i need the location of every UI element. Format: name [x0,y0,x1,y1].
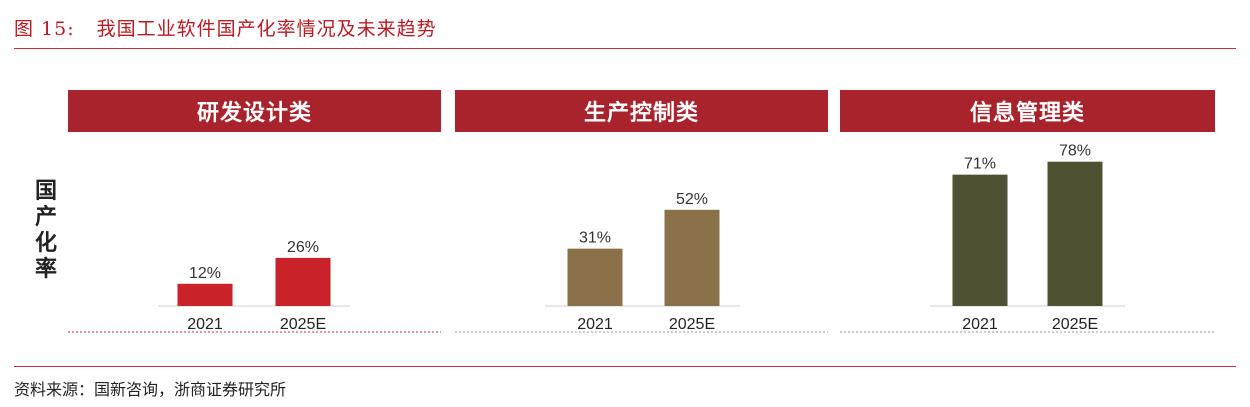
y-axis-label-char: 产 [34,204,57,229]
x-tick-label: 2021 [187,316,223,333]
y-axis-label: 国 产 化 率 [30,178,62,282]
bar-value-label: 71% [964,156,996,173]
bar-value-label: 78% [1059,143,1091,160]
panel-header-control: 生产控制类 [455,90,828,132]
panel-header-info: 信息管理类 [840,90,1215,132]
x-tick-label: 2025E [669,316,715,333]
y-axis-label-char: 率 [34,256,57,281]
bar-value-label: 52% [676,191,708,208]
x-tick-label: 2021 [577,316,613,333]
x-tick-label: 2021 [962,316,998,333]
bar [177,283,233,306]
x-tick-label: 2025E [280,316,326,333]
bar-value-label: 26% [287,239,319,256]
bottom-divider [14,366,1236,367]
figure-title: 图 15: 我国工业软件国产化率情况及未来趋势 [14,14,437,41]
bar [275,257,331,306]
bar [1047,161,1103,306]
y-axis-label-char: 国 [34,178,57,203]
bar-value-label: 31% [579,230,611,247]
x-tick-label: 2025E [1052,316,1098,333]
source-note: 资料来源：国新咨询，浙商证券研究所 [14,380,287,399]
figure-title-text: 我国工业软件国产化率情况及未来趋势 [96,18,437,40]
figure-number: 图 15: [14,18,75,40]
panel-header-design: 研发设计类 [68,90,441,132]
bar [567,248,623,306]
top-divider [14,48,1236,49]
bar [952,174,1008,306]
bar [664,209,720,306]
y-axis-label-char: 化 [34,230,57,255]
bar-value-label: 12% [189,265,221,282]
